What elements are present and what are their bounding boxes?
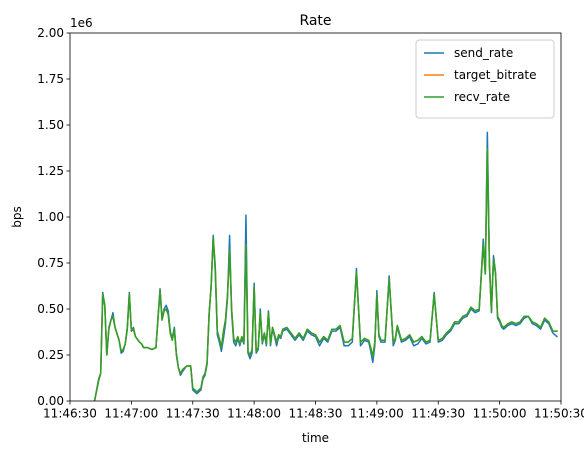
y-tick-label: 1.25 <box>37 164 64 178</box>
x-tick-label: 11:48:30 <box>289 407 343 421</box>
x-tick-label: 11:49:30 <box>411 407 465 421</box>
x-axis: 11:46:30 11:47:00 11:47:30 11:48:00 11:48:30… <box>43 401 584 421</box>
x-tick-label: 11:47:00 <box>104 407 158 421</box>
x-tick-label: 11:50:30 <box>534 407 584 421</box>
legend-label-recv-rate: recv_rate <box>454 90 510 104</box>
y-axis-scale-label: 1e6 <box>70 16 93 30</box>
y-tick-label: 1.00 <box>37 210 64 224</box>
x-axis-label: time <box>302 431 329 445</box>
y-axis-label: bps <box>10 206 24 228</box>
y-tick-label: 2.00 <box>37 26 64 40</box>
series-layer <box>93 131 558 401</box>
x-tick-label: 11:48:00 <box>227 407 281 421</box>
y-tick-label: 0.00 <box>37 394 64 408</box>
x-tick-label: 11:47:30 <box>166 407 220 421</box>
legend-label-target-bitrate: target_bitrate <box>454 68 537 82</box>
y-tick-label: 0.25 <box>37 348 64 362</box>
legend-box <box>415 39 555 119</box>
y-tick-label: 1.75 <box>37 72 64 86</box>
x-tick-label: 11:50:00 <box>473 407 527 421</box>
x-tick-label: 11:46:30 <box>43 407 97 421</box>
chart-title: Rate <box>299 13 331 29</box>
series-line-recv-rate <box>93 148 558 401</box>
y-axis: 0.00 0.25 0.50 0.75 1.00 1.25 1.50 1.75 2.00 <box>37 26 70 408</box>
legend-label-send-rate: send_rate <box>454 46 513 60</box>
y-tick-label: 1.50 <box>37 118 64 132</box>
legend-items: send_rate target_bitrate recv_rate <box>424 46 537 104</box>
x-tick-label: 11:49:00 <box>350 407 404 421</box>
y-tick-label: 0.75 <box>37 256 64 270</box>
legend: send_rate target_bitrate recv_rate <box>415 39 555 119</box>
y-tick-label: 0.50 <box>37 302 64 316</box>
